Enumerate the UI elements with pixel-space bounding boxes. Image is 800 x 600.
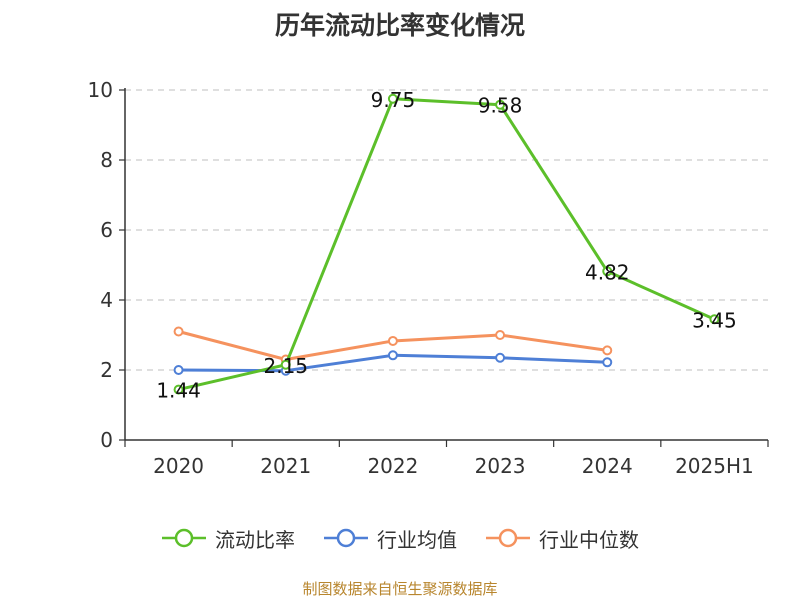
legend-item[interactable]: 行业中位数 [485, 524, 639, 553]
series-lines [173, 93, 720, 395]
legend: 流动比率 行业均值 行业中位数 [0, 520, 800, 556]
data-label: 9.75 [371, 88, 416, 112]
legend-swatch [162, 528, 206, 548]
legend-item[interactable]: 流动比率 [161, 524, 295, 553]
data-point [173, 384, 184, 395]
series-line-0 [178, 97, 716, 392]
legend-label: 行业均值 [377, 527, 457, 552]
y-tick-label: 2 [100, 358, 113, 382]
axes: 0 2 4 6 8 10 2020 2021 2022 2023 2024 2025H1 [88, 78, 769, 478]
data-label: 4.82 [585, 260, 630, 284]
x-tick-label: 2024 [582, 454, 633, 478]
data-label: 3.45 [692, 308, 737, 332]
x-tick-label: 2020 [153, 454, 204, 478]
grid-lines [125, 89, 768, 371]
data-point [709, 314, 720, 325]
chart-title: 历年流动比率变化情况 [274, 11, 525, 40]
data-point [602, 357, 613, 368]
legend-swatch [324, 528, 368, 548]
data-point [387, 335, 398, 346]
data-label: 2.15 [263, 354, 308, 378]
data-point [602, 266, 613, 277]
legend-label: 行业中位数 [539, 527, 639, 552]
y-tick-label: 0 [100, 428, 113, 452]
y-tick-label: 8 [100, 148, 113, 172]
data-point [495, 330, 506, 340]
x-tick-label: 2025H1 [675, 454, 754, 478]
data-point [173, 326, 184, 337]
data-point [387, 350, 398, 361]
y-tick-label: 6 [100, 218, 113, 242]
source-note: 制图数据来自恒生聚源数据库 [302, 580, 498, 598]
data-point [173, 365, 184, 375]
x-tick-label: 2021 [260, 454, 311, 478]
y-tick-label: 10 [88, 78, 113, 102]
y-tick-label: 4 [100, 288, 113, 312]
data-label: 1.44 [156, 379, 201, 403]
data-point [495, 352, 506, 363]
legend-item[interactable]: 行业均值 [323, 524, 457, 553]
data-point [495, 99, 506, 110]
x-tick-label: 2023 [475, 454, 526, 478]
data-point [387, 93, 398, 104]
legend-label: 流动比率 [215, 527, 295, 552]
data-point [280, 359, 291, 370]
data-label: 9.58 [478, 94, 523, 118]
legend-swatch [486, 528, 530, 548]
data-labels: 1.44 2.15 9.75 9.58 4.82 3.45 [156, 88, 736, 403]
x-tick-label: 2022 [367, 454, 418, 478]
data-point [602, 345, 613, 356]
